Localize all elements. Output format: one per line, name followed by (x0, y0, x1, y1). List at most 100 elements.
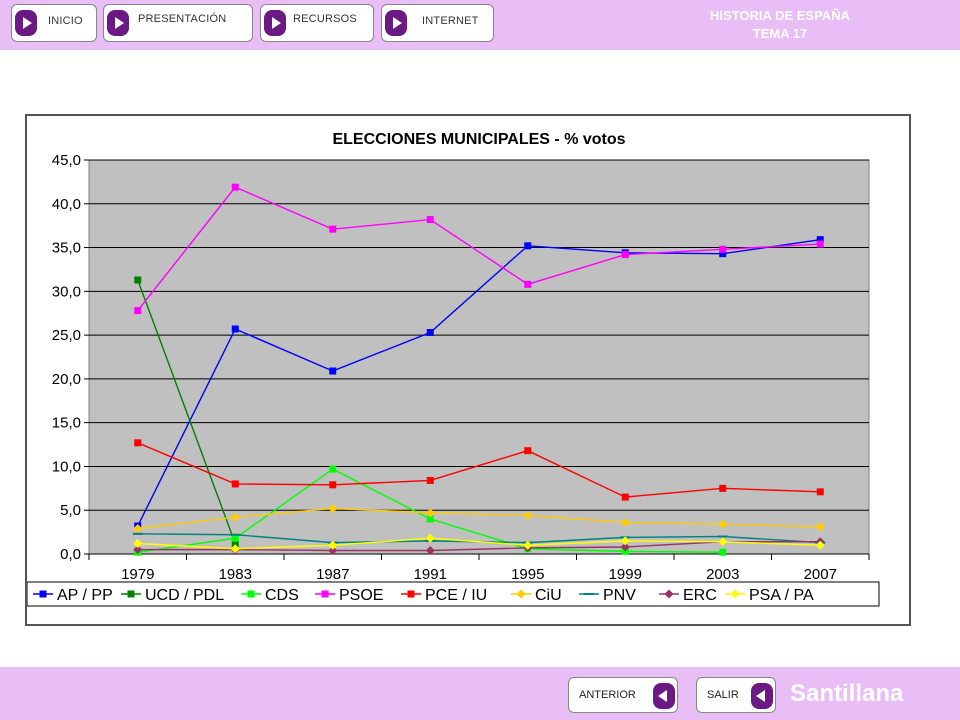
legend-label-ucd-pdl: UCD / PDL (145, 587, 224, 604)
play-arrow-icon (264, 10, 286, 36)
legend-marker-pce-iu (407, 590, 415, 598)
data-point-ucd-pdl (231, 539, 239, 547)
series-line-ciu (137, 507, 821, 530)
anterior-label: ANTERIOR (579, 689, 636, 701)
x-tick-label: 1987 (316, 566, 349, 583)
data-point-erc (133, 545, 143, 555)
data-point-pce-iu (329, 481, 337, 489)
data-point-psoe (816, 240, 824, 248)
legend-label-pnv: PNV (603, 587, 636, 604)
play-arrow-icon (107, 10, 129, 36)
data-point-pce-iu (426, 476, 434, 484)
legend-label-erc: ERC (683, 587, 717, 604)
data-point-psa-pa (718, 537, 728, 547)
salir-button[interactable]: SALIR (696, 677, 776, 713)
y-tick-label: 15,0 (52, 415, 81, 432)
y-tick-label: 35,0 (52, 240, 81, 257)
data-point-ucd-pdl (134, 276, 142, 284)
data-point-erc (328, 545, 338, 555)
inicio-label: INICIO (48, 15, 83, 27)
data-point-psoe (426, 216, 434, 224)
data-point-ciu (230, 512, 240, 522)
course-title: HISTORIA DE ESPAÑA TEMA 17 (660, 7, 900, 43)
series-line-psoe (137, 186, 821, 312)
data-point-pce-iu (719, 484, 727, 492)
data-point-psa-pa (328, 540, 338, 550)
back-arrow-icon (653, 683, 675, 709)
data-point-ap-pp (231, 325, 239, 333)
data-point-ciu (620, 517, 630, 527)
data-point-cds (231, 534, 239, 542)
back-arrow-icon (751, 683, 773, 709)
data-point-pce-iu (524, 447, 532, 455)
y-tick-label: 45,0 (52, 152, 81, 169)
data-point-pce-iu (816, 488, 824, 496)
anterior-button[interactable]: ANTERIOR (568, 677, 678, 713)
legend-marker-cds (247, 590, 255, 598)
legend-marker-psoe (321, 590, 329, 598)
series-line-ap-pp (137, 238, 821, 527)
x-tick-label: 2003 (706, 566, 739, 583)
data-point-psa-pa (815, 540, 825, 550)
legend-marker-psa-pa (730, 589, 740, 599)
x-tick-label: 2007 (804, 566, 837, 583)
internet-label: INTERNET (422, 15, 479, 27)
data-point-ap-pp (524, 242, 532, 250)
data-point-psa-pa (230, 544, 240, 554)
data-point-psoe (231, 183, 239, 191)
y-tick-label: 10,0 (52, 458, 81, 475)
data-point-ap-pp (329, 367, 337, 375)
data-point-psa-pa (620, 536, 630, 546)
series-line-pce-iu (137, 442, 821, 498)
x-tick-label: 1983 (219, 566, 252, 583)
data-point-ciu (718, 519, 728, 529)
salir-label: SALIR (707, 689, 739, 701)
data-point-psoe (524, 280, 532, 288)
data-point-psoe (621, 251, 629, 259)
line-chart: ELECCIONES MUNICIPALES - % votos 0,0 5,0 10… (26, 131, 880, 607)
course-title-line2: TEMA 17 (752, 26, 808, 41)
data-point-ap-pp (719, 250, 727, 258)
data-point-erc (425, 545, 435, 555)
legend-marker-ap-pp (39, 590, 47, 598)
series-line-erc (137, 541, 821, 552)
y-tick-label: 40,0 (52, 196, 81, 213)
data-point-erc (620, 542, 630, 552)
legend-label-psoe: PSOE (339, 587, 383, 604)
legend-label-cds: CDS (265, 587, 299, 604)
x-tick-label: 1999 (609, 566, 642, 583)
data-point-ciu (425, 508, 435, 518)
data-point-psa-pa (523, 540, 533, 550)
legend-label-ciu: CiU (535, 587, 562, 604)
play-arrow-icon (15, 10, 37, 36)
presentacion-label: PRESENTACIÓN (138, 13, 227, 25)
data-point-cds (426, 515, 434, 523)
data-point-psa-pa (133, 538, 143, 548)
data-point-psoe (329, 225, 337, 233)
play-arrow-icon (385, 10, 407, 36)
recursos-button[interactable]: RECURSOS (260, 4, 374, 42)
legend-marker-erc (664, 589, 674, 599)
brand-logo: Santillana (790, 680, 904, 707)
data-point-ciu (523, 510, 533, 520)
data-point-psa-pa (425, 533, 435, 543)
y-tick-label: 5,0 (60, 502, 81, 519)
inicio-button[interactable]: INICIO (11, 4, 97, 42)
legend-marker-ciu (516, 589, 526, 599)
data-point-pce-iu (134, 439, 142, 447)
legend-label-psa-pa: PSA / PA (749, 587, 814, 604)
presentacion-button[interactable]: PRESENTACIÓN (103, 4, 253, 42)
x-tick-label: 1979 (121, 566, 154, 583)
series-line-psa-pa (137, 537, 821, 550)
data-point-psoe (719, 245, 727, 253)
chart-panel: ELECCIONES MUNICIPALES - % votos 0,0 5,0 10… (25, 114, 911, 626)
y-tick-label: 0,0 (60, 546, 81, 563)
data-point-ciu (133, 524, 143, 534)
x-tick-label: 1995 (511, 566, 544, 583)
x-tick-label: 1991 (414, 566, 447, 583)
bottom-bar (0, 667, 960, 720)
y-tick-label: 20,0 (52, 371, 81, 388)
internet-button[interactable]: INTERNET (381, 4, 494, 42)
data-point-ap-pp (816, 236, 824, 244)
data-point-cds (329, 465, 337, 473)
